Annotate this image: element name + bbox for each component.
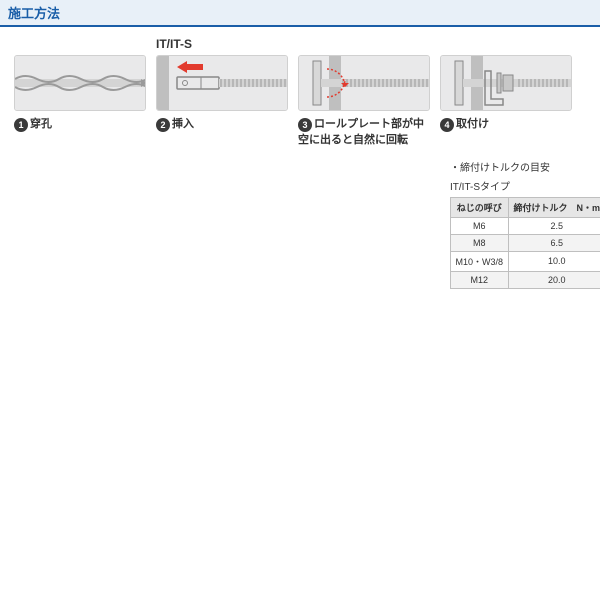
table-row: M10・W3/8 10.0	[451, 251, 600, 271]
step-4-caption: 4取付け	[440, 117, 572, 133]
step-1-image	[14, 55, 146, 111]
step-num-3: 3	[298, 118, 312, 132]
step-3-title: ロールプレート部が中空に出ると自然に回転	[298, 118, 424, 146]
table-header-row: ねじの呼び 締付けトルク N・m	[451, 197, 600, 217]
drill-bit-icon	[15, 55, 145, 111]
section-header: 施工方法	[0, 0, 600, 27]
section-title: 施工方法	[8, 6, 60, 21]
step-4-image	[440, 55, 572, 111]
th-torque: 締付けトルク N・m	[508, 197, 600, 217]
torque-table: ねじの呼び 締付けトルク N・m M6 2.5 M8 6.5 M10・W3/8 …	[450, 197, 600, 289]
mount-icon	[441, 55, 571, 111]
torque-info-label: ・締付けトルクの目安	[450, 159, 600, 174]
step-3: 3ロールプレート部が中空に出ると自然に回転	[298, 55, 430, 149]
step-num-1: 1	[14, 118, 28, 132]
step-2-image	[156, 55, 288, 111]
table-row: M6 2.5	[451, 217, 600, 234]
step-num-4: 4	[440, 118, 454, 132]
step-2: 2挿入	[156, 55, 288, 149]
step-3-image	[298, 55, 430, 111]
th-size: ねじの呼び	[451, 197, 509, 217]
rotate-icon	[299, 55, 429, 111]
content-area: IT/IT-S 1穿孔	[0, 27, 600, 299]
step-2-caption: 2挿入	[156, 117, 288, 133]
torque-info: ・締付けトルクの目安 IT/IT-Sタイプ ねじの呼び 締付けトルク N・m M…	[450, 159, 600, 289]
insert-icon	[157, 55, 287, 111]
product-label: IT/IT-S	[156, 37, 586, 51]
step-1-caption: 1穿孔	[14, 117, 146, 133]
step-3-caption: 3ロールプレート部が中空に出ると自然に回転	[298, 117, 430, 149]
step-4: 4取付け	[440, 55, 572, 149]
step-num-2: 2	[156, 118, 170, 132]
steps-row: 1穿孔	[14, 55, 586, 149]
table-row: M8 6.5	[451, 234, 600, 251]
torque-type-label: IT/IT-Sタイプ	[450, 178, 600, 193]
step-1-title: 穿孔	[30, 118, 52, 130]
step-4-title: 取付け	[456, 118, 489, 130]
step-2-title: 挿入	[172, 118, 194, 130]
step-1: 1穿孔	[14, 55, 146, 149]
table-row: M12 20.0	[451, 271, 600, 288]
